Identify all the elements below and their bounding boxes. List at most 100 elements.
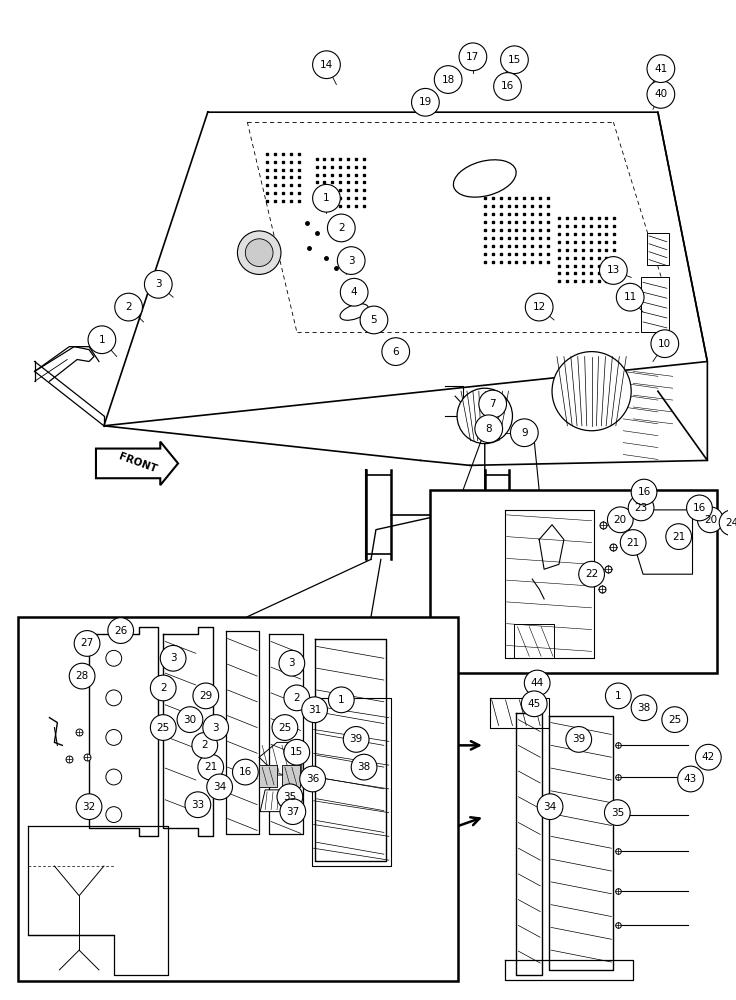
Circle shape [144, 270, 172, 298]
Circle shape [678, 766, 704, 792]
Text: 19: 19 [419, 97, 432, 107]
Text: 14: 14 [320, 60, 333, 70]
Circle shape [160, 645, 186, 671]
Circle shape [77, 794, 102, 820]
Text: 21: 21 [626, 538, 640, 548]
Bar [259, 765, 277, 787]
Circle shape [524, 670, 550, 696]
Text: 15: 15 [508, 55, 521, 65]
Text: 25: 25 [157, 723, 170, 733]
Circle shape [651, 330, 679, 358]
Text: 22: 22 [585, 569, 598, 579]
Text: 16: 16 [693, 503, 706, 513]
Text: 21: 21 [672, 532, 685, 542]
Text: 25: 25 [668, 715, 682, 725]
Circle shape [106, 769, 121, 785]
Circle shape [88, 326, 116, 354]
Text: 28: 28 [76, 671, 89, 681]
Text: FRONT: FRONT [117, 452, 158, 475]
Text: 3: 3 [170, 653, 177, 663]
Text: 39: 39 [572, 734, 585, 744]
Text: 16: 16 [501, 81, 514, 91]
Circle shape [198, 754, 224, 780]
Bar [282, 765, 300, 787]
Text: 3: 3 [289, 658, 295, 668]
Text: 13: 13 [606, 265, 620, 275]
Text: 23: 23 [634, 503, 648, 513]
Text: 8: 8 [486, 424, 492, 434]
Circle shape [500, 46, 528, 74]
Circle shape [284, 685, 310, 711]
Circle shape [313, 184, 340, 212]
Circle shape [284, 739, 310, 765]
Circle shape [193, 683, 219, 709]
Circle shape [115, 293, 143, 321]
Circle shape [313, 51, 340, 79]
Circle shape [511, 419, 538, 447]
Circle shape [620, 530, 646, 555]
Text: 35: 35 [283, 792, 297, 802]
Circle shape [328, 687, 354, 713]
Circle shape [696, 744, 721, 770]
Text: 44: 44 [531, 678, 544, 688]
Bar [647, 233, 669, 265]
Text: 39: 39 [350, 734, 363, 744]
Text: 2: 2 [338, 223, 344, 233]
Text: 2: 2 [160, 683, 166, 693]
Circle shape [279, 650, 305, 676]
Circle shape [494, 73, 521, 100]
Text: 17: 17 [467, 52, 480, 62]
Text: 30: 30 [183, 715, 197, 725]
Circle shape [647, 81, 675, 108]
Circle shape [475, 415, 503, 443]
Circle shape [108, 618, 133, 643]
Circle shape [411, 88, 439, 116]
Circle shape [647, 55, 675, 83]
Text: 1: 1 [338, 695, 344, 705]
Circle shape [521, 691, 547, 717]
Text: 11: 11 [623, 292, 637, 302]
Text: 40: 40 [654, 89, 668, 99]
Text: 1: 1 [615, 691, 622, 701]
Circle shape [150, 675, 176, 701]
Text: 7: 7 [489, 399, 496, 409]
Circle shape [280, 799, 305, 824]
Circle shape [238, 231, 281, 274]
Circle shape [662, 707, 687, 732]
Text: 1: 1 [323, 193, 330, 203]
Circle shape [343, 727, 369, 752]
Circle shape [382, 338, 409, 365]
Circle shape [302, 697, 328, 723]
Circle shape [434, 66, 462, 93]
Text: 21: 21 [204, 762, 217, 772]
Text: 15: 15 [290, 747, 303, 757]
Text: 12: 12 [533, 302, 546, 312]
Text: 2: 2 [294, 693, 300, 703]
Text: 33: 33 [191, 800, 205, 810]
Circle shape [607, 507, 633, 533]
Circle shape [631, 479, 657, 505]
Circle shape [604, 800, 630, 825]
Circle shape [106, 690, 121, 706]
Text: 10: 10 [658, 339, 671, 349]
Circle shape [631, 695, 657, 721]
Text: 34: 34 [213, 782, 226, 792]
Circle shape [203, 715, 229, 740]
Circle shape [245, 239, 273, 267]
Circle shape [300, 766, 325, 792]
Text: 42: 42 [701, 752, 715, 762]
Text: 4: 4 [351, 287, 358, 297]
Circle shape [457, 388, 512, 444]
Circle shape [177, 707, 203, 732]
Text: 3: 3 [213, 723, 219, 733]
Text: 34: 34 [543, 802, 556, 812]
Circle shape [629, 495, 654, 521]
Circle shape [185, 792, 210, 818]
Text: 3: 3 [348, 256, 355, 266]
Bar [641, 277, 669, 332]
Circle shape [277, 784, 302, 810]
Text: 26: 26 [114, 626, 127, 636]
Bar [18, 617, 458, 981]
Polygon shape [96, 442, 178, 485]
Circle shape [687, 495, 712, 521]
